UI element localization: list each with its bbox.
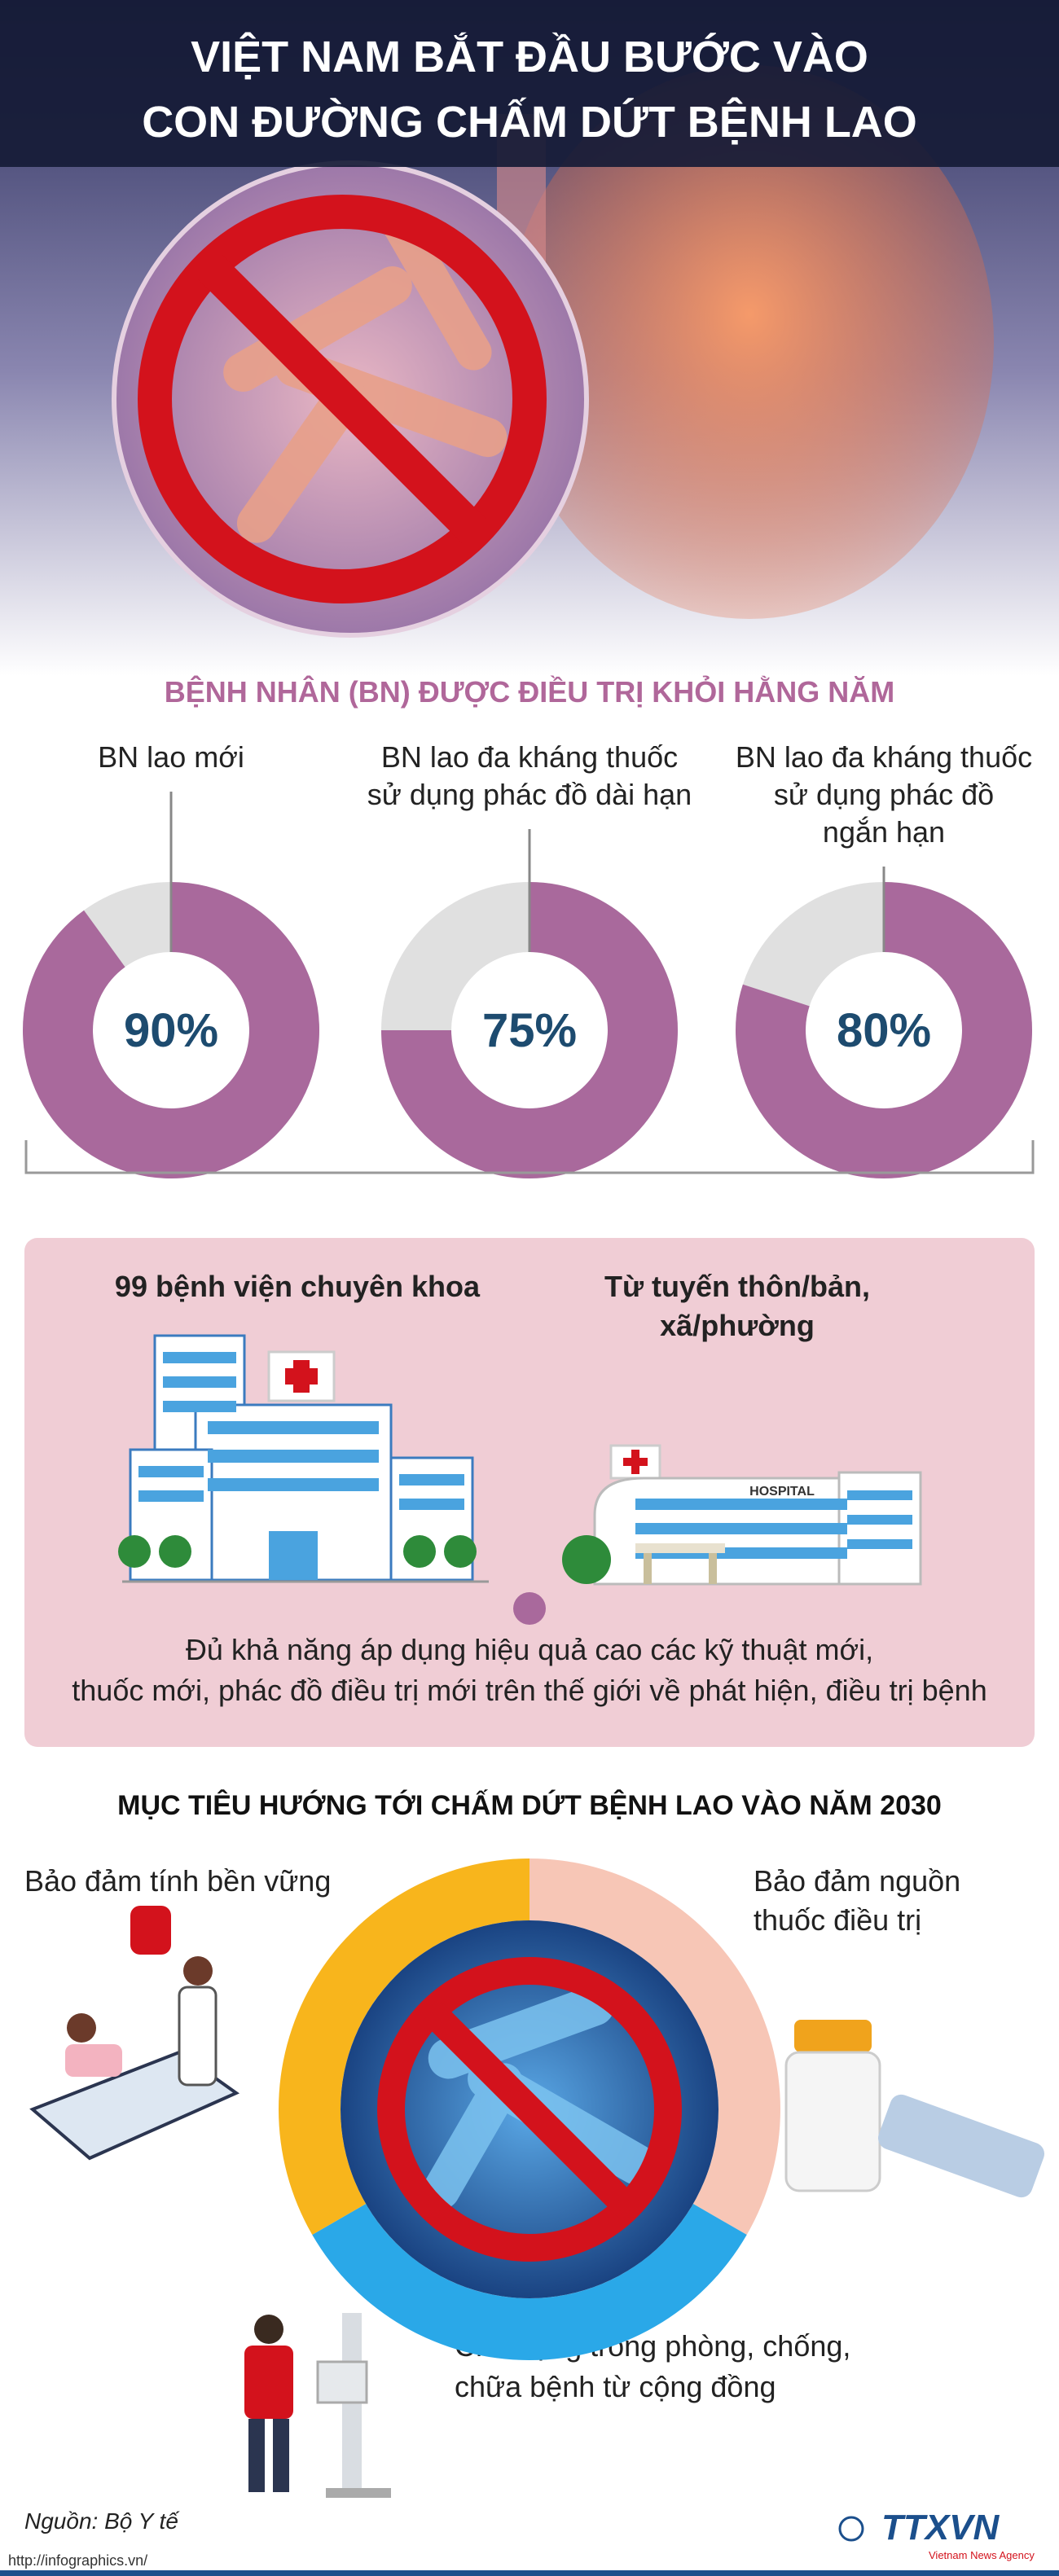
- copyright-mark: [838, 2516, 864, 2542]
- grassroots-label: xã/phường: [660, 1309, 815, 1342]
- logo: TTXVN: [881, 2508, 1000, 2547]
- prohibition-ring: [138, 195, 547, 603]
- medicine-icon: [784, 2020, 1044, 2198]
- title: CON ĐƯỜNG CHẤM DỨT BỆNH LAO: [142, 97, 917, 147]
- donut-label: BN lao đa kháng thuốc: [381, 740, 678, 774]
- hospital-sign: HOSPITAL: [749, 1485, 815, 1499]
- bracket: [24, 1140, 1035, 1174]
- screening-icon: [244, 2313, 391, 2498]
- donut-label: ngắn hạn: [823, 815, 945, 849]
- capacity-note: Đủ khả năng áp dụng hiệu quả cao các kỹ …: [186, 1633, 873, 1666]
- donut-label: sử dụng phác đồ dài hạn: [367, 778, 692, 811]
- prohibition-slash: [421, 2001, 638, 2218]
- capacity-note: thuốc mới, phác đồ điều trị mới trên thế…: [72, 1674, 986, 1707]
- goal-label: Bảo đảm nguồn: [754, 1864, 960, 1898]
- donut-value-label: 90%: [124, 1004, 218, 1057]
- url: http://infographics.vn/: [8, 2552, 147, 2569]
- big-hospital: [118, 1334, 489, 1583]
- ring-segment: [312, 2204, 747, 2360]
- header-bar: [0, 0, 1059, 167]
- source: Nguồn: Bộ Y tế: [24, 2508, 180, 2534]
- donut-value: [381, 882, 678, 1178]
- donut-label: BN lao đa kháng thuốc: [736, 740, 1032, 774]
- ring-segment: [279, 1858, 530, 2235]
- prohibition-slash: [198, 255, 486, 543]
- lung: [505, 65, 994, 619]
- donut-value-label: 75%: [482, 1004, 577, 1057]
- donut-label: sử dụng phác đồ: [774, 778, 994, 811]
- donut-group: BN lao mới 90% BN lao đa kháng thuốc sử dụn…: [22, 740, 1032, 1178]
- goal-ring: [279, 1858, 780, 2360]
- prohibition-ring: [377, 1957, 682, 2262]
- patient-icon: [29, 1906, 240, 2161]
- donut-value: [735, 882, 1032, 1178]
- small-hospital: HOSPITAL: [562, 1444, 922, 1586]
- donut-label: BN lao mới: [98, 740, 244, 774]
- title: VIỆT NAM BẮT ĐẦU BƯỚC VÀO: [191, 32, 868, 81]
- grassroots-label: Từ tuyến thôn/bản,: [604, 1270, 870, 1303]
- hospitals-label: 99 bệnh viện chuyên khoa: [115, 1270, 481, 1303]
- goal-label: thuốc điều trị: [754, 1903, 921, 1937]
- goal-label: chữa bệnh từ cộng đồng: [455, 2370, 776, 2403]
- footer-bar: [0, 2570, 1059, 2576]
- section-title: MỤC TIÊU HƯỚNG TỚI CHẤM DỨT BỆNH LAO VÀO…: [117, 1790, 942, 1821]
- logo-subtitle: Vietnam News Agency: [929, 2549, 1035, 2561]
- bullet: [513, 1592, 546, 1625]
- donut-value: [22, 882, 319, 1178]
- ring-segment: [530, 1858, 780, 2235]
- donut-value-label: 80%: [837, 1004, 931, 1057]
- goal-label: Bảo đảm tính bền vững: [24, 1864, 331, 1898]
- section-title: BỆNH NHÂN (BN) ĐƯỢC ĐIỀU TRỊ KHỎI HẰNG N…: [165, 674, 895, 709]
